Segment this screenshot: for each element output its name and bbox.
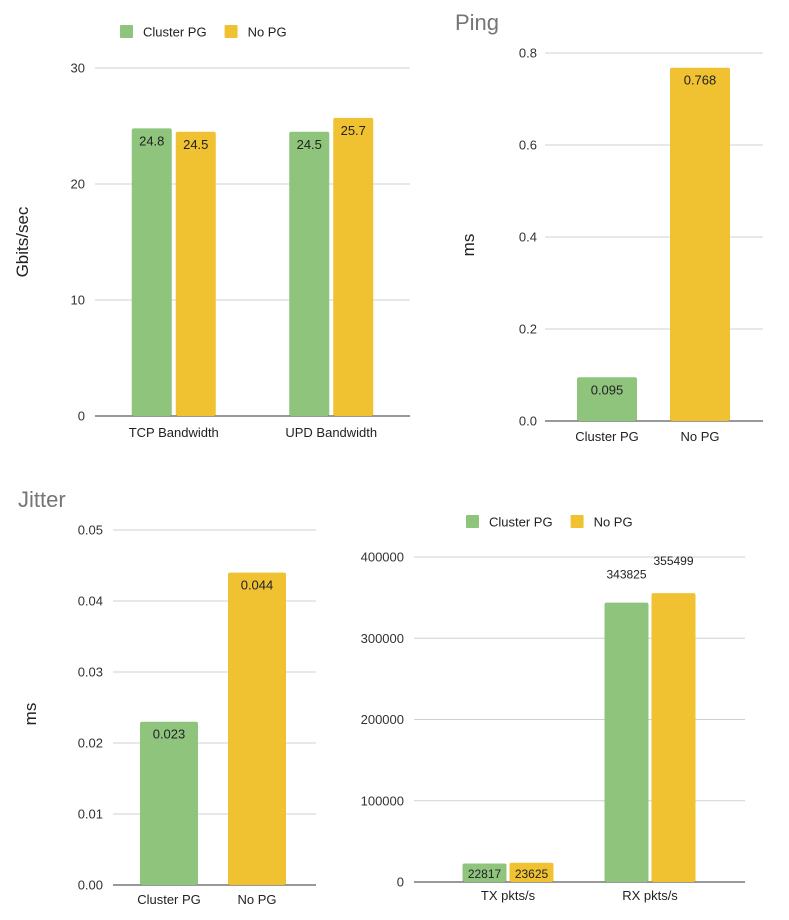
- data-label: 355499: [653, 554, 693, 568]
- x-category-label: UPD Bandwidth: [285, 425, 377, 440]
- data-label: 23625: [515, 867, 549, 881]
- data-label: 343825: [606, 568, 646, 582]
- bar-rx-pkts-s-cluster-pg: [604, 602, 649, 882]
- data-label: 0.023: [153, 727, 186, 742]
- data-label: 0.095: [591, 382, 624, 397]
- y-tick-label: 10: [71, 293, 85, 308]
- legend-swatch: [224, 25, 238, 38]
- bar-rx-pkts-s-no-pg: [651, 593, 696, 882]
- y-tick-label: 400000: [361, 550, 404, 565]
- legend-swatch: [570, 515, 584, 528]
- legend-label: Cluster PG: [143, 25, 207, 40]
- legend-label: No PG: [248, 25, 287, 40]
- y-tick-label: 0.01: [78, 807, 103, 822]
- x-category-label: TX pkts/s: [481, 888, 536, 903]
- y-axis-title: Gbits/sec: [13, 206, 32, 277]
- y-tick-label: 0: [78, 409, 85, 424]
- data-label: 0.768: [684, 73, 717, 88]
- data-label: 24.8: [139, 133, 164, 148]
- y-tick-label: 0.4: [519, 230, 537, 245]
- y-tick-label: 0.04: [78, 594, 103, 609]
- y-tick-label: 300000: [361, 631, 404, 646]
- y-tick-label: 0.05: [78, 523, 103, 538]
- legend-label: Cluster PG: [489, 515, 553, 530]
- bar-tx-pkts-s-cluster-pg: [462, 863, 507, 882]
- bar-cluster-pg: [577, 377, 637, 421]
- y-tick-label: 0.8: [519, 46, 537, 61]
- y-tick-label: 0.02: [78, 736, 103, 751]
- data-label: 22817: [468, 867, 502, 881]
- data-label: 0.044: [241, 578, 274, 593]
- legend-swatch: [120, 25, 133, 38]
- y-tick-label: 0.03: [78, 665, 103, 680]
- chart-title: Jitter: [18, 487, 66, 512]
- x-category-label: Cluster PG: [575, 429, 639, 444]
- y-tick-label: 0.2: [519, 322, 537, 337]
- x-category-label: Cluster PG: [137, 892, 201, 907]
- x-category-label: No PG: [680, 429, 719, 444]
- y-tick-label: 30: [71, 61, 85, 76]
- bar-no-pg: [228, 572, 286, 885]
- y-tick-label: 100000: [361, 793, 404, 808]
- y-tick-label: 0: [397, 875, 404, 890]
- data-label: 25.7: [341, 123, 366, 138]
- bar-tx-pkts-s-no-pg: [509, 862, 554, 882]
- x-category-label: RX pkts/s: [622, 888, 678, 903]
- bar-upd-bandwidth-no-pg: [333, 117, 374, 416]
- legend-swatch: [466, 515, 479, 528]
- bar-tcp-bandwidth-cluster-pg: [131, 128, 172, 416]
- y-axis-title: ms: [21, 703, 40, 726]
- x-category-label: No PG: [237, 892, 276, 907]
- y-tick-label: 0.6: [519, 138, 537, 153]
- bar-upd-bandwidth-cluster-pg: [289, 131, 330, 417]
- y-tick-label: 0.00: [78, 878, 103, 893]
- y-tick-label: 0.0: [519, 414, 537, 429]
- data-label: 24.5: [297, 137, 322, 152]
- legend-label: No PG: [594, 515, 633, 530]
- bar-no-pg: [670, 67, 730, 421]
- chart-title: Ping: [455, 10, 499, 35]
- y-tick-label: 200000: [361, 712, 404, 727]
- y-axis-title: ms: [459, 234, 478, 257]
- bar-tcp-bandwidth-no-pg: [175, 131, 216, 417]
- data-label: 24.5: [183, 137, 208, 152]
- x-category-label: TCP Bandwidth: [129, 425, 219, 440]
- bar-cluster-pg: [140, 721, 198, 885]
- y-tick-label: 20: [71, 177, 85, 192]
